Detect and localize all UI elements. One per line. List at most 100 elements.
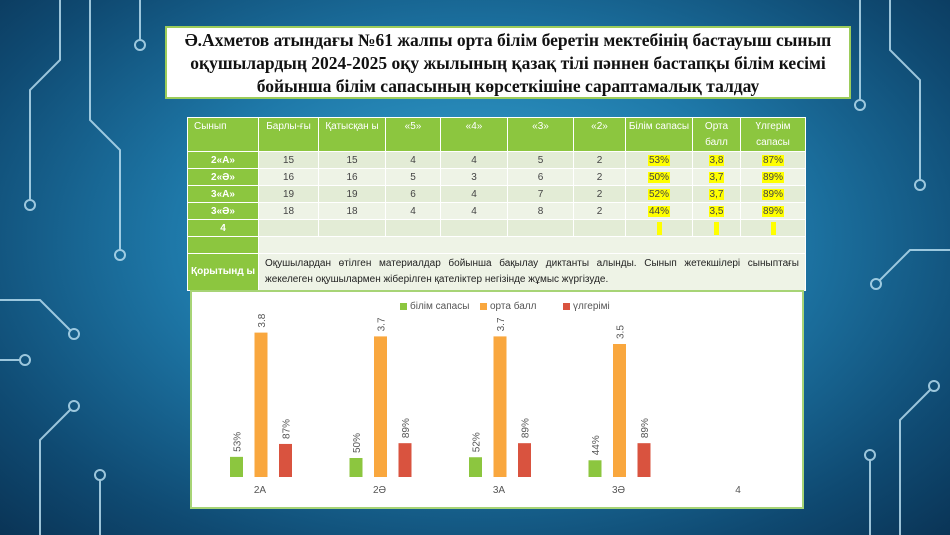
bar xyxy=(254,332,268,477)
data-label: 3.5 xyxy=(616,325,627,339)
cell-value: 18 xyxy=(346,205,358,217)
bar xyxy=(493,336,507,477)
legend-swatch xyxy=(563,303,570,310)
bar xyxy=(613,344,626,477)
table-cell: 18 xyxy=(318,202,386,220)
table-cell: 44% xyxy=(625,202,693,220)
data-label: 89% xyxy=(521,418,532,438)
header-cell: Сынып xyxy=(187,117,259,152)
table-cell: 7 xyxy=(507,185,574,203)
header-cell: «5» xyxy=(385,117,441,152)
bar xyxy=(279,443,292,477)
x-tick-label: 3А xyxy=(493,485,506,496)
data-label: 3.7 xyxy=(377,317,388,331)
conclusion-text: Оқушылардан өтілген материалдар бойынша … xyxy=(258,253,806,291)
cell-value: 4 xyxy=(471,205,477,217)
page-title: Ә.Ахметов атындағы №61 жалпы орта білім … xyxy=(165,26,851,99)
table-cell: 4 xyxy=(440,151,508,169)
x-tick-label: 2А xyxy=(254,485,267,496)
table-cell: 8 xyxy=(507,202,574,220)
cell-value: 3 xyxy=(471,171,477,183)
table-cell: 18 xyxy=(258,202,319,220)
legend-label: білім сапасы xyxy=(410,301,470,312)
cell-value: 2 xyxy=(596,205,603,217)
table-cell: 3,5 xyxy=(692,202,741,220)
table-cell: 6 xyxy=(507,168,574,186)
legend-item: білім сапасы xyxy=(400,301,469,312)
table-cell: 19 xyxy=(318,185,386,203)
table-cell: 15 xyxy=(318,151,386,169)
cell-value: 4 xyxy=(471,154,477,166)
cell-value: 4 xyxy=(471,188,477,200)
bar xyxy=(518,443,531,477)
table-cell: 3,7 xyxy=(692,168,741,186)
legend-item: үлгерімі xyxy=(563,301,610,312)
cell-value: 3,5 xyxy=(708,205,725,217)
row-label: 3«А» xyxy=(187,185,259,203)
cell-value: 4 xyxy=(410,154,416,166)
legend-swatch xyxy=(480,303,487,310)
cell-value: 2 xyxy=(596,171,603,183)
table-cell: 2 xyxy=(573,151,626,169)
table-cell: 50% xyxy=(625,168,693,186)
bar xyxy=(588,460,602,477)
legend-label: орта балл xyxy=(490,301,537,312)
cell-value: 3«Ә» xyxy=(211,205,235,217)
x-tick-label: 4 xyxy=(735,485,741,496)
table-cell: 4 xyxy=(440,185,508,203)
table-cell: 2 xyxy=(573,185,626,203)
data-label: 89% xyxy=(401,418,412,438)
table-row: 3«Ә» 18 18 4 4 8 2 44% 3,5 89% xyxy=(187,202,806,220)
cell-value: 5 xyxy=(537,154,544,166)
table-cell: 87% xyxy=(740,151,806,169)
cell-value: 19 xyxy=(282,188,295,200)
data-label: 3.7 xyxy=(496,317,507,331)
bar xyxy=(469,457,482,477)
header-cell: Білім сапасы xyxy=(625,117,693,152)
table-cell: 2 xyxy=(573,202,626,220)
data-label: 52% xyxy=(472,432,483,452)
chart-plot: 2А 53% 3.8 87% 2Ә 50% 3.7 89% 3А 52% 3.7 89% 3Ә 44% 3.… xyxy=(230,313,741,496)
bar xyxy=(637,443,651,477)
table-cell: 19 xyxy=(258,185,319,203)
table-cell: 89% xyxy=(740,202,806,220)
bar xyxy=(374,336,387,477)
cell-value: 53% xyxy=(647,154,670,166)
header-cell: «3» xyxy=(507,117,574,152)
header-cell: «4» xyxy=(440,117,508,152)
cell-value: 15 xyxy=(346,154,358,166)
header-cell: Орта балл xyxy=(692,117,741,152)
data-label: 89% xyxy=(640,418,651,438)
cell-value: 6 xyxy=(537,171,544,183)
row-label: 2«Ә» xyxy=(187,168,259,186)
cell-value: 2 xyxy=(596,154,603,166)
table-row: 2«А» 15 15 4 4 5 2 53% 3,8 87% xyxy=(187,151,806,169)
table-row xyxy=(187,236,806,254)
table-cell: 5 xyxy=(507,151,574,169)
table-row: 2«Ә» 16 16 5 3 6 2 50% 3,7 89% xyxy=(187,168,806,186)
table-cell: 89% xyxy=(740,168,806,186)
bar xyxy=(398,443,412,477)
cell-value: 16 xyxy=(282,171,295,183)
cell-value: 2 xyxy=(596,188,603,200)
header-cell: Қатысқан ы xyxy=(318,117,386,152)
table-cell: 4 xyxy=(385,202,441,220)
table-row: 4 xyxy=(187,219,806,237)
legend-swatch xyxy=(400,303,407,310)
table-cell: 4 xyxy=(385,151,441,169)
cell-value: 3,7 xyxy=(708,188,725,200)
table-cell: 16 xyxy=(318,168,386,186)
data-label: 87% xyxy=(282,419,293,439)
cell-value: 3,8 xyxy=(708,154,725,166)
row-label: 2«А» xyxy=(187,151,259,169)
data-label: 53% xyxy=(233,432,244,452)
x-tick-label: 2Ә xyxy=(373,485,387,496)
cell-value: 19 xyxy=(346,188,358,200)
table-cell: 15 xyxy=(258,151,319,169)
cell-value: 8 xyxy=(537,205,544,217)
header-cell: «2» xyxy=(573,117,626,152)
table-cell: 4 xyxy=(440,202,508,220)
cell-value: 2«Ә» xyxy=(211,171,235,183)
cell-value: 15 xyxy=(282,154,295,166)
table-cell: 3 xyxy=(440,168,508,186)
